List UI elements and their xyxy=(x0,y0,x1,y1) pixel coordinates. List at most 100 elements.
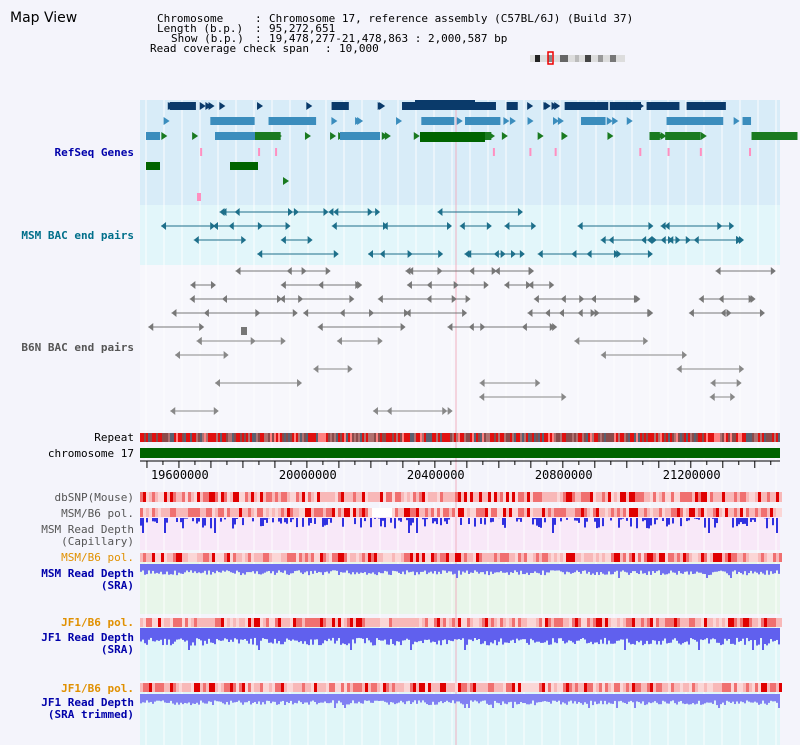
bac-end xyxy=(286,267,292,275)
polymorphism-cell xyxy=(443,618,446,627)
polymorphism-cell xyxy=(338,508,341,517)
polymorphism-cell xyxy=(242,553,245,562)
depth-bar xyxy=(146,628,148,645)
depth-bar xyxy=(174,628,176,642)
polymorphism-cell xyxy=(560,683,563,692)
polymorphism-cell xyxy=(227,683,230,692)
depth-bar xyxy=(466,628,468,645)
polymorphism-cell xyxy=(431,492,434,502)
bac-end xyxy=(171,309,177,317)
depth-bar xyxy=(442,694,444,704)
refseq-genes-label[interactable]: RefSeq Genes xyxy=(54,146,134,159)
polymorphism-cell xyxy=(494,553,497,562)
depth-bar xyxy=(318,694,320,703)
depth-bar xyxy=(316,564,318,573)
jf1-b6-pol-label-2[interactable]: JF1/B6 pol. xyxy=(61,682,134,695)
repeat-segment xyxy=(274,433,276,442)
jf1-read-depth-trim-label[interactable]: JF1 Read Depth xyxy=(41,696,134,709)
bac-end xyxy=(608,236,614,244)
polymorphism-cell xyxy=(308,553,311,562)
polymorphism-cell xyxy=(164,553,167,562)
polymorphism-cell xyxy=(266,683,269,692)
polymorphism-cell xyxy=(521,618,524,627)
jf1-b6-pol-label-1[interactable]: JF1/B6 pol. xyxy=(61,616,134,629)
depth-bar xyxy=(324,628,326,641)
depth-bar xyxy=(692,628,694,640)
bac-end xyxy=(750,295,756,303)
repeat-segment xyxy=(254,433,256,442)
depth-bar xyxy=(382,694,384,701)
depth-bar xyxy=(578,628,580,641)
msm-read-depth-capillary-label[interactable]: MSM Read Depth xyxy=(41,523,134,536)
msm-read-depth-sra-label[interactable]: MSM Read Depth xyxy=(41,567,134,580)
depth-bar xyxy=(438,564,440,572)
depth-bar xyxy=(524,694,526,704)
b6n-bac-end-pairs-label[interactable]: B6N BAC end pairs xyxy=(21,341,134,354)
jf1-read-depth-sra-label[interactable]: JF1 Read Depth xyxy=(41,631,134,644)
polymorphism-cell xyxy=(542,618,545,627)
depth-bar xyxy=(682,694,684,704)
depth-bar xyxy=(176,694,178,703)
depth-bar xyxy=(442,628,444,641)
depth-bar xyxy=(678,564,680,572)
polymorphism-cell xyxy=(626,553,629,562)
polymorphism-cell xyxy=(698,683,701,692)
polymorphism-cell xyxy=(182,618,185,627)
msm-b6-pol-label-1[interactable]: MSM/B6 pol. xyxy=(61,507,134,520)
msm-bac-end-pairs-label[interactable]: MSM BAC end pairs xyxy=(21,229,134,242)
msm-bac-track-bg xyxy=(140,205,780,265)
msm-b6-pol-label-2[interactable]: MSM/B6 pol. xyxy=(61,551,134,564)
depth-bar xyxy=(498,564,500,573)
depth-bar xyxy=(380,694,382,701)
repeat-segment xyxy=(358,433,360,442)
dbsnp-label[interactable]: dbSNP(Mouse) xyxy=(54,491,134,504)
polymorphism-cell xyxy=(479,492,482,502)
polymorphism-cell xyxy=(485,683,488,692)
repeat-segment xyxy=(492,433,494,442)
polymorphism-cell xyxy=(635,508,638,517)
depth-bar xyxy=(418,564,420,575)
polymorphism-cell xyxy=(716,683,719,692)
polymorphism-cell xyxy=(323,492,326,502)
repeat-segment xyxy=(292,433,294,442)
refseq-small-mark xyxy=(275,148,278,156)
depth-bar xyxy=(326,518,328,525)
depth-bar xyxy=(366,628,368,638)
polymorphism-cell xyxy=(461,683,464,692)
repeat-segment xyxy=(436,433,438,442)
depth-bar xyxy=(674,628,676,639)
depth-bar xyxy=(264,628,266,639)
depth-bar xyxy=(632,564,634,572)
depth-bar xyxy=(610,628,612,644)
polymorphism-cell xyxy=(704,618,707,627)
depth-bar xyxy=(344,564,346,573)
bac-end xyxy=(561,393,567,401)
depth-bar xyxy=(754,564,756,572)
depth-bar xyxy=(722,628,724,645)
bac-end xyxy=(633,295,639,303)
depth-bar xyxy=(170,628,172,646)
depth-bar xyxy=(222,694,224,704)
depth-bar xyxy=(252,564,254,572)
bac-end xyxy=(770,267,776,275)
polymorphism-cell xyxy=(158,508,161,517)
depth-bar xyxy=(268,564,270,571)
polymorphism-cell xyxy=(731,492,734,502)
depth-bar xyxy=(694,628,696,640)
depth-bar xyxy=(388,628,390,645)
bac-end xyxy=(447,323,453,331)
depth-bar xyxy=(542,564,544,571)
depth-bar xyxy=(530,564,532,573)
polymorphism-cell xyxy=(743,492,746,502)
depth-bar xyxy=(540,628,542,643)
polymorphism-cell xyxy=(368,508,371,517)
repeat-segment xyxy=(308,433,310,442)
depth-bar xyxy=(638,564,640,575)
polymorphism-cell xyxy=(236,492,239,502)
depth-bar xyxy=(618,694,620,702)
gene-block xyxy=(465,117,501,125)
repeat-segment xyxy=(484,433,486,442)
polymorphism-cell xyxy=(419,618,422,627)
polymorphism-cell xyxy=(746,618,749,627)
depth-bar xyxy=(142,564,144,571)
